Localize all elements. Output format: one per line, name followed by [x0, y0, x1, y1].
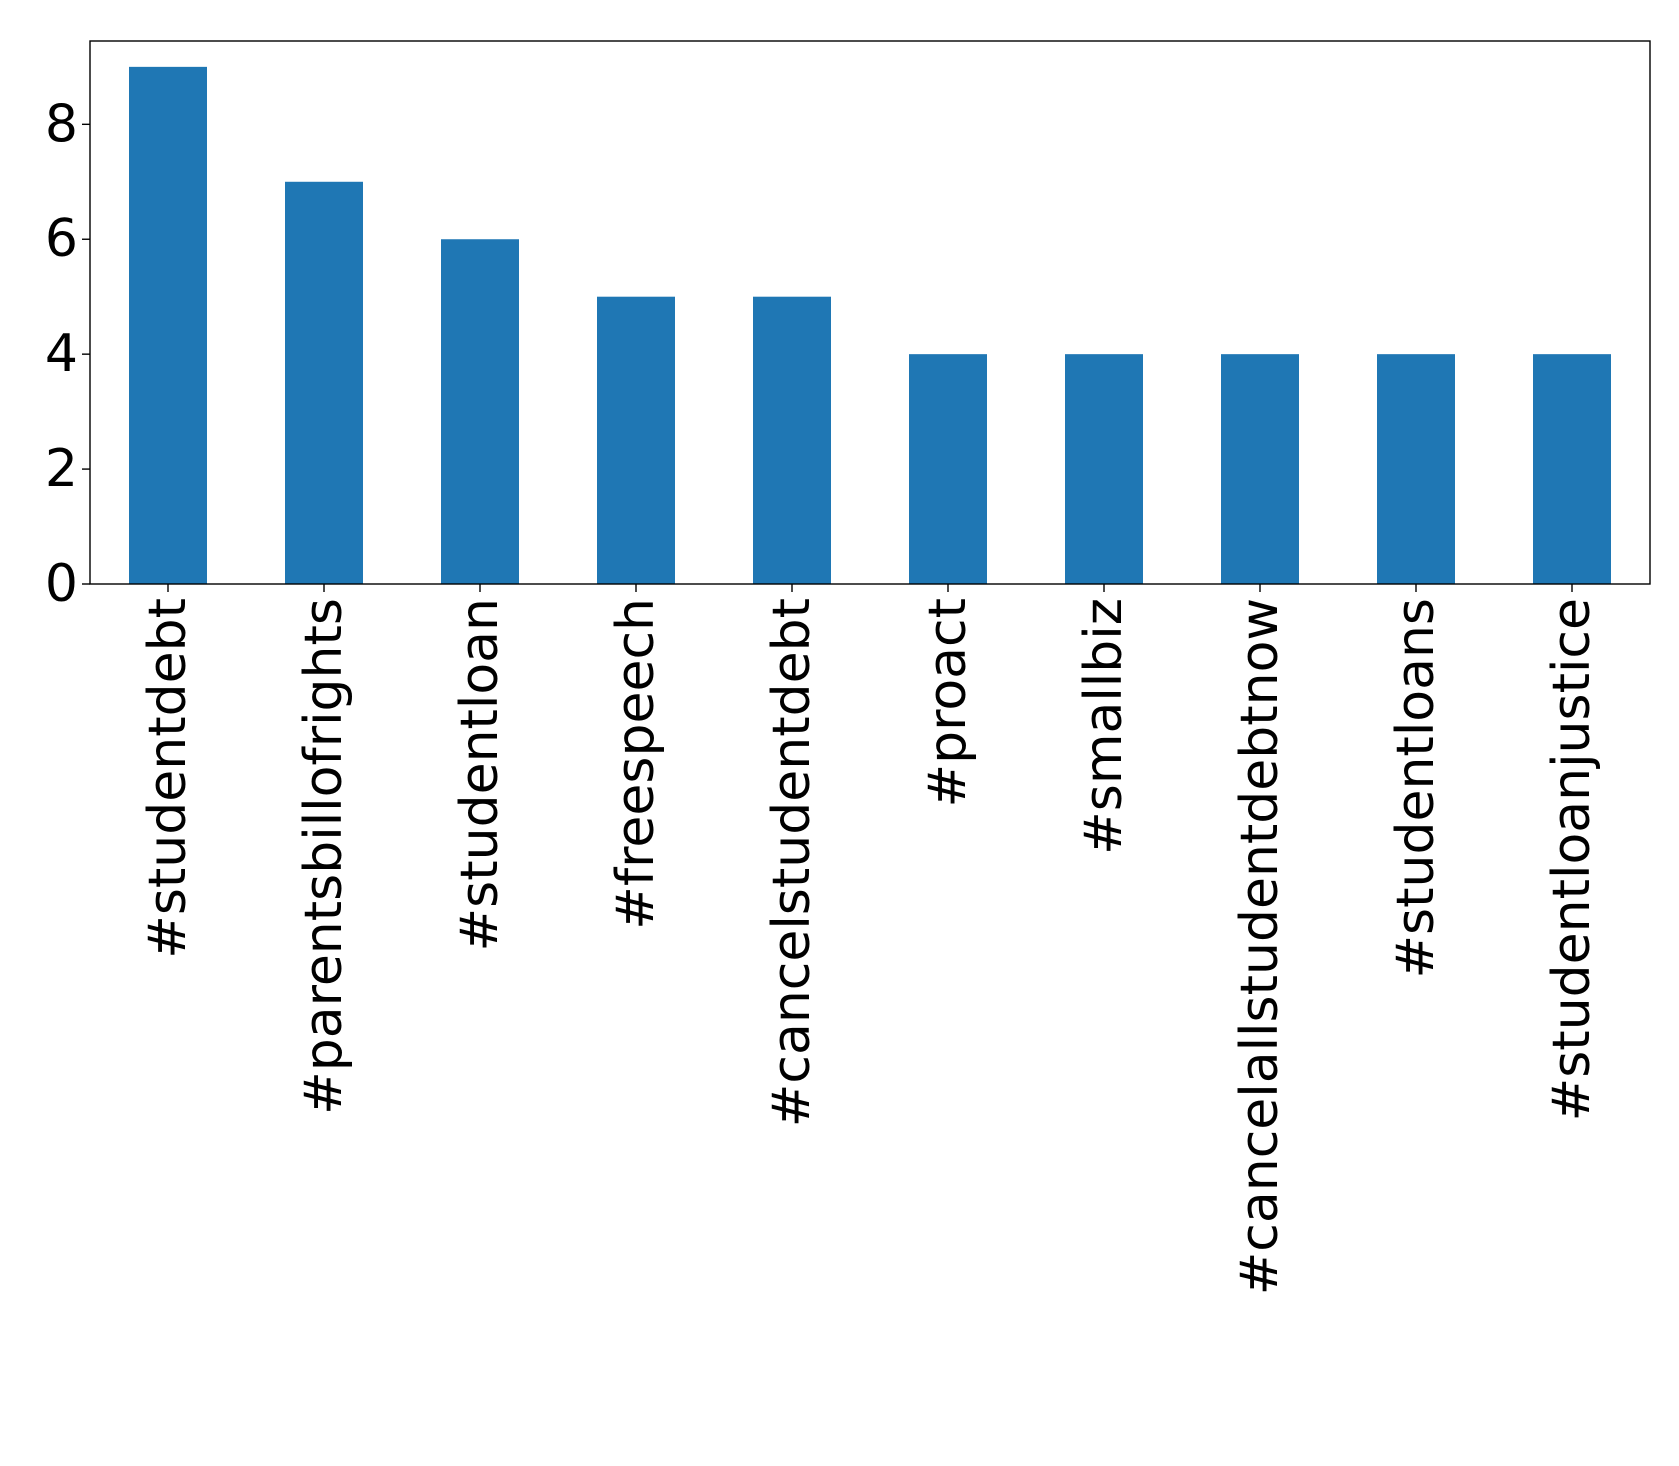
y-tick-label: 8	[45, 94, 78, 154]
bar	[1533, 354, 1611, 584]
x-tick-label: #smallbiz	[1074, 598, 1134, 855]
x-tick-label: #parentsbillofrights	[294, 598, 354, 1115]
y-tick-label: 4	[45, 324, 78, 384]
bar	[1377, 354, 1455, 584]
bar	[597, 296, 675, 584]
bar	[909, 354, 987, 584]
bars-layer	[129, 66, 1611, 585]
y-axis: 0 2 4 6 8	[45, 94, 90, 614]
x-tick-label: #cancelstudentdebt	[762, 598, 822, 1127]
y-tick-label: 2	[45, 439, 78, 499]
bar	[285, 181, 363, 584]
bar	[129, 66, 207, 585]
y-tick-label: 6	[45, 209, 78, 269]
x-tick-label: #studentdebt	[138, 598, 198, 959]
x-axis: #studentdebt #parentsbillofrights #student…	[138, 584, 1602, 1295]
x-tick-label: #proact	[918, 598, 978, 807]
y-tick-label: 0	[45, 554, 78, 614]
bar	[1221, 354, 1299, 584]
x-tick-label: #studentloans	[1386, 598, 1446, 979]
bar	[441, 239, 519, 584]
bar	[1065, 354, 1143, 584]
x-tick-label: #studentloan	[450, 598, 510, 951]
x-tick-label: #freespeech	[606, 598, 666, 930]
x-tick-label: #studentloanjustice	[1542, 598, 1602, 1121]
bar	[753, 296, 831, 584]
plot-area-frame	[89, 40, 1651, 585]
x-tick-label: #cancelallstudentdebtnow	[1230, 598, 1290, 1295]
